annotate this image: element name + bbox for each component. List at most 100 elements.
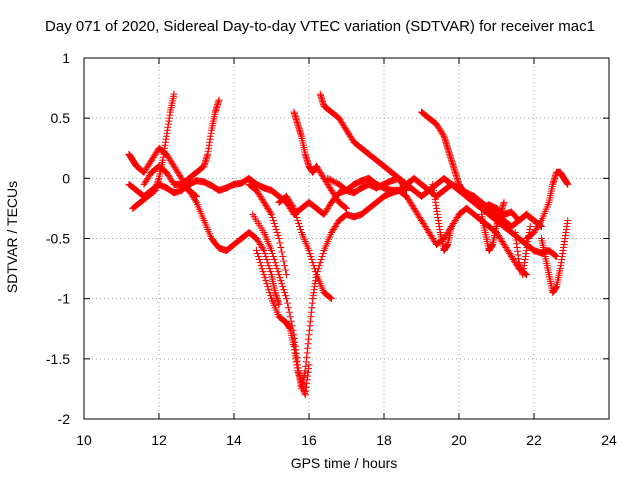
data-point — [328, 295, 335, 303]
data-point — [265, 262, 273, 270]
data-point — [274, 268, 282, 276]
data-point — [270, 219, 278, 227]
data-point — [276, 239, 284, 247]
data-point — [283, 299, 291, 307]
data-point — [281, 289, 289, 297]
data-point — [267, 209, 275, 217]
data-point — [296, 222, 304, 230]
x-axis-label: GPS time / hours — [290, 455, 398, 471]
data-point — [309, 259, 317, 267]
y-tick-label: -1.5 — [46, 351, 70, 367]
data-point — [269, 216, 277, 224]
y-axis-label: SDTVAR / TECUs — [4, 180, 20, 294]
data-point — [305, 361, 313, 369]
series-arc-12 — [478, 198, 508, 255]
data-point — [263, 256, 271, 264]
data-point — [271, 222, 279, 230]
data-point — [311, 265, 319, 273]
series-arc-14 — [523, 168, 572, 242]
data-point — [308, 256, 316, 264]
data-point — [268, 250, 276, 258]
x-tick-label: 24 — [601, 432, 617, 448]
data-point — [537, 218, 545, 226]
series-arc-16 — [140, 162, 200, 200]
x-tick-label: 10 — [76, 432, 92, 448]
data-point — [272, 262, 280, 270]
series-arc-10 — [418, 108, 560, 261]
data-point — [282, 266, 290, 274]
data-point — [260, 247, 268, 255]
data-point — [260, 271, 268, 279]
series-arc-17 — [245, 180, 290, 279]
data-point — [193, 192, 200, 200]
data-point — [564, 180, 572, 188]
data-point — [264, 283, 272, 291]
data-point — [306, 250, 314, 258]
data-point — [264, 259, 272, 267]
data-point — [292, 210, 300, 218]
y-axis-ticks: -2 -1.5 -1 -0.5 0 0.5 1 — [46, 50, 609, 427]
data-point — [259, 245, 267, 253]
series-arc-2 — [125, 144, 283, 309]
series-arc-7 — [290, 108, 350, 212]
data-point — [293, 213, 301, 221]
x-tick-label: 18 — [376, 432, 392, 448]
data-point — [285, 308, 293, 316]
data-point — [263, 280, 271, 288]
data-point — [253, 247, 260, 255]
data-point — [275, 235, 283, 242]
series-arc-15 — [538, 216, 572, 297]
y-tick-label: -0.5 — [46, 231, 70, 247]
x-tick-label: 20 — [451, 432, 467, 448]
data-point — [564, 216, 572, 224]
chart-title: Day 071 of 2020, Sidereal Day-to-day VTE… — [45, 18, 595, 35]
data-point — [317, 256, 325, 264]
data-point — [215, 96, 223, 104]
data-point — [192, 192, 200, 200]
data-point — [275, 301, 283, 309]
y-tick-label: 0.5 — [51, 110, 71, 126]
data-point — [286, 313, 294, 321]
x-tick-label: 16 — [301, 432, 317, 448]
y-tick-label: -1 — [58, 291, 71, 307]
data-point — [526, 222, 534, 230]
data-point — [448, 222, 455, 230]
data-point — [552, 252, 560, 260]
data-point — [500, 198, 508, 206]
data-point — [318, 253, 326, 261]
data-point — [267, 292, 275, 300]
data-points — [125, 90, 572, 399]
data-point — [278, 248, 286, 256]
data-point — [310, 262, 318, 270]
data-point — [255, 256, 263, 264]
x-tick-label: 14 — [226, 432, 242, 448]
data-point — [254, 253, 262, 261]
data-point — [277, 244, 285, 252]
data-point — [327, 294, 335, 302]
y-tick-label: -2 — [58, 411, 71, 427]
data-point — [403, 186, 410, 194]
data-point — [295, 219, 303, 227]
data-point — [273, 265, 281, 273]
data-point — [342, 204, 350, 212]
data-point — [275, 271, 283, 279]
data-point — [312, 268, 320, 276]
data-point — [277, 277, 285, 285]
data-point — [307, 253, 315, 261]
data-point — [262, 277, 270, 285]
series-arc-5 — [249, 186, 530, 393]
data-point — [270, 256, 278, 264]
data-point — [294, 216, 302, 224]
series-arc-1 — [125, 174, 545, 230]
x-tick-label: 12 — [151, 432, 167, 448]
data-point — [283, 271, 290, 279]
data-point — [259, 268, 267, 276]
data-point — [266, 265, 274, 273]
data-point — [279, 283, 287, 291]
data-point — [319, 250, 327, 258]
data-point — [273, 228, 281, 236]
data-point — [282, 292, 290, 300]
series-arc-11 — [429, 180, 455, 255]
data-point — [265, 286, 273, 294]
